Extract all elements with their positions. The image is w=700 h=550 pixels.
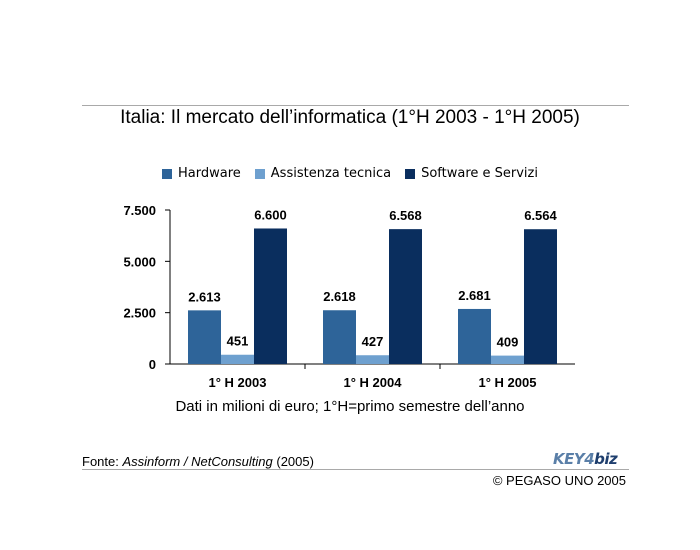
y-tick-label-0: 0 [149, 357, 156, 372]
source-italic: Assinform / NetConsulting [122, 454, 273, 469]
bar-chart: 0 2.500 5.000 7.500 2.613 451 6.600 1° H 2003 2.… [123, 203, 575, 390]
legend-item-software: Software e Servizi [405, 166, 538, 181]
bar-assistenza-1 [356, 355, 389, 364]
legend-label-software: Software e Servizi [421, 166, 538, 181]
logo-left: KEY4 [553, 450, 595, 468]
y-tick-label-1: 2.500 [123, 306, 156, 321]
data-label-assistenza-1: 427 [362, 334, 384, 349]
title-rule [82, 105, 629, 106]
bar-hardware-2 [458, 308, 491, 364]
data-label-software-1: 6.568 [389, 208, 422, 223]
category-label-1: 1° H 2004 [344, 375, 403, 390]
legend-item-assistenza: Assistenza tecnica [254, 166, 392, 181]
data-label-assistenza-0: 451 [227, 334, 249, 349]
data-label-assistenza-2: 409 [497, 335, 519, 350]
bar-software-0 [254, 228, 287, 364]
chart-note: Dati in milioni di euro; 1°H=primo semes… [175, 398, 525, 415]
legend-swatch-assistenza [254, 168, 265, 179]
legend-label-hardware: Hardware [178, 166, 241, 181]
source-prefix: Fonte: [82, 454, 123, 469]
footer-rule [82, 469, 629, 470]
bar-software-2 [524, 229, 557, 364]
data-label-software-0: 6.600 [254, 207, 287, 222]
data-label-hardware-0: 2.613 [188, 289, 221, 304]
copyright: © PEGASO UNO 2005 [492, 473, 626, 488]
key4biz-logo: KEY4biz [553, 450, 618, 468]
category-label-0: 1° H 2003 [209, 375, 267, 390]
y-tick-label-2: 5.000 [123, 254, 156, 269]
legend-item-hardware: Hardware [162, 166, 241, 181]
bar-assistenza-0 [221, 354, 254, 364]
bar-hardware-0 [188, 310, 221, 364]
logo-right: biz [594, 450, 618, 468]
data-label-software-2: 6.564 [524, 208, 557, 223]
category-label-2: 1° H 2005 [479, 375, 537, 390]
y-tick-label-3: 7.500 [123, 203, 156, 218]
chart-title: Italia: Il mercato dell’informatica (1°H… [120, 107, 580, 128]
source-suffix: (2005) [272, 454, 314, 469]
source-line: Fonte: Assinform / NetConsulting (2005) [82, 454, 314, 469]
bar-hardware-1 [323, 310, 356, 364]
legend: Hardware Assistenza tecnica Software e S… [0, 166, 700, 181]
data-label-hardware-2: 2.681 [458, 288, 491, 303]
legend-label-assistenza: Assistenza tecnica [270, 166, 392, 181]
legend-swatch-hardware [162, 168, 173, 179]
legend-swatch-software [405, 168, 416, 179]
bar-assistenza-2 [491, 355, 524, 364]
bar-software-1 [389, 229, 422, 364]
data-label-hardware-1: 2.618 [323, 289, 356, 304]
